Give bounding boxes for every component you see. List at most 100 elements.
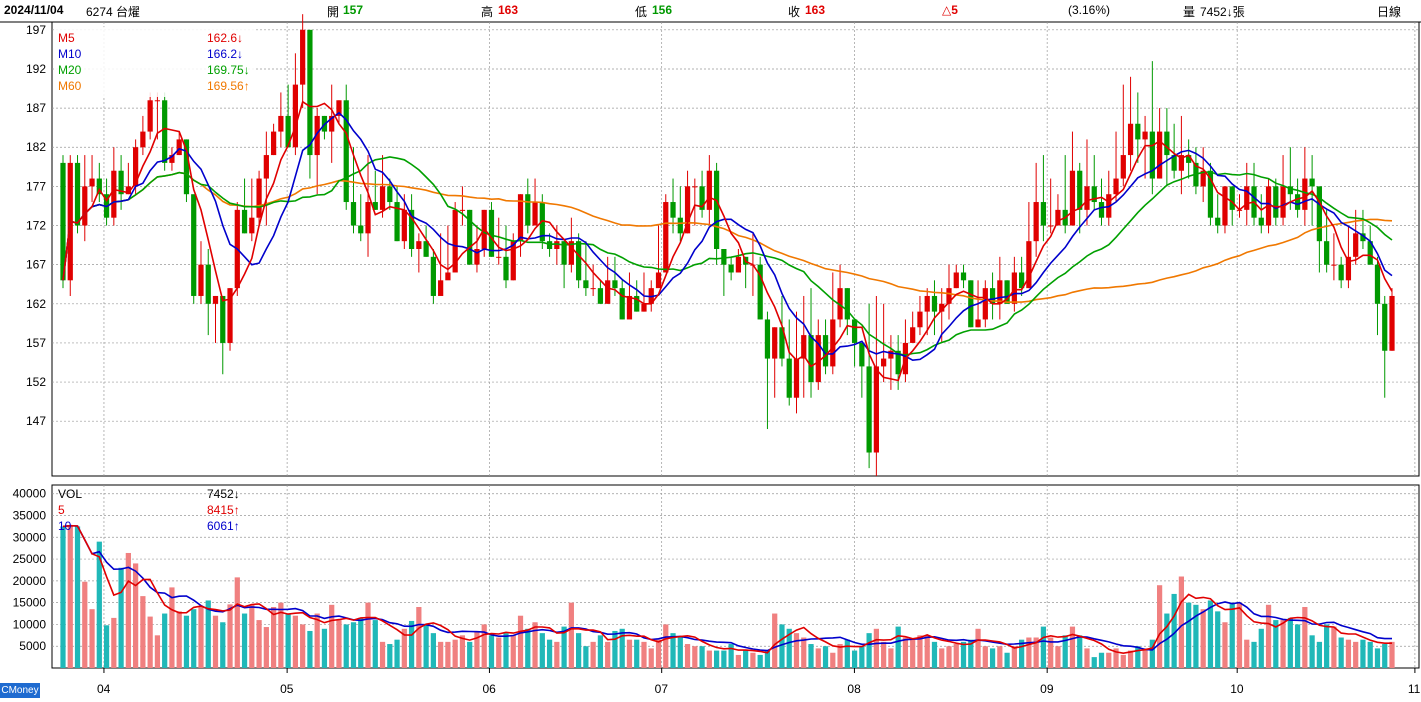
volume-bar xyxy=(1055,646,1061,668)
candle-body xyxy=(772,327,778,359)
candle-body xyxy=(968,280,974,328)
volume-bar xyxy=(496,637,502,668)
candle-body xyxy=(256,178,262,218)
volume-bar xyxy=(626,639,633,668)
candle-body xyxy=(670,202,676,218)
volume-bar xyxy=(1178,576,1185,668)
price-tick-label: 157 xyxy=(26,336,46,350)
volume-bar xyxy=(459,635,466,668)
volume-bar xyxy=(931,641,938,668)
volume-bar xyxy=(851,650,858,668)
candle-body xyxy=(641,303,647,312)
volume-bar xyxy=(1135,646,1141,668)
candle-body xyxy=(851,319,858,343)
volume-bar xyxy=(648,648,654,668)
volume-bar xyxy=(568,602,574,668)
candle-body xyxy=(314,115,320,156)
price-legend-value: 169.75↓ xyxy=(207,63,250,77)
close-value: 163 xyxy=(805,3,826,17)
price-legend-value: 162.6↓ xyxy=(207,31,243,45)
candle-body xyxy=(227,288,233,343)
candle-body xyxy=(1120,155,1126,179)
price-legend-name: M10 xyxy=(58,47,82,61)
volume-bar xyxy=(1062,635,1068,668)
volume-bar xyxy=(183,615,190,668)
candle-body xyxy=(764,319,771,359)
volume-bar xyxy=(1084,648,1090,668)
volume-bar xyxy=(1106,652,1112,668)
candle-body xyxy=(677,217,683,234)
change-percent: (3.16%) xyxy=(1068,3,1111,17)
candle-body xyxy=(292,84,299,148)
candle-body xyxy=(960,272,967,281)
volume-bar xyxy=(743,650,749,668)
volume-bar xyxy=(176,611,182,668)
candle-body xyxy=(859,342,865,367)
candle-body xyxy=(1127,123,1134,156)
candle-body xyxy=(220,295,226,343)
volume-bar xyxy=(1098,652,1105,668)
volume-bar xyxy=(1222,622,1228,668)
volume-bar xyxy=(89,609,95,668)
candle-body xyxy=(1171,155,1177,171)
volume-bar xyxy=(808,644,814,668)
candle-body xyxy=(612,280,618,289)
volume-bar xyxy=(684,644,691,668)
price-tick-label: 172 xyxy=(26,219,46,233)
volume-bar xyxy=(249,604,255,668)
volume-bar xyxy=(423,624,429,668)
volume-bar xyxy=(815,648,821,668)
volume-bar xyxy=(576,633,582,668)
volume-bar xyxy=(1302,607,1308,668)
candle-body xyxy=(169,155,175,163)
price-panel-frame xyxy=(51,21,1420,477)
candle-body xyxy=(1302,178,1308,210)
candle-body xyxy=(263,155,269,179)
volume-bar xyxy=(401,628,407,668)
candle-body xyxy=(278,115,284,132)
volume-bar xyxy=(74,526,81,668)
candle-body xyxy=(924,295,930,312)
price-tick-label: 177 xyxy=(26,179,46,193)
volume-bar xyxy=(1331,626,1337,668)
volume-bar xyxy=(757,654,763,668)
volume-bar xyxy=(997,646,1003,668)
volume-bar xyxy=(1048,637,1054,668)
volume-bar xyxy=(583,646,589,668)
volume-bar xyxy=(895,626,901,668)
volume-bar xyxy=(779,624,785,668)
volume-bar xyxy=(801,637,807,668)
volume-bar xyxy=(1244,639,1250,668)
volume-bar xyxy=(917,635,923,668)
volume-bar xyxy=(1149,639,1155,668)
candle-body xyxy=(416,241,422,249)
volume-bar xyxy=(532,622,538,668)
volume-bar xyxy=(830,652,836,668)
volume-bar xyxy=(510,635,516,668)
candle-body xyxy=(1098,202,1105,218)
volume-bar xyxy=(379,641,386,668)
candle-body xyxy=(394,202,400,242)
volume-bar xyxy=(1011,646,1017,668)
volume-tick-label: 5000 xyxy=(19,639,46,653)
volume-bar xyxy=(1280,620,1286,668)
candle-body xyxy=(663,202,669,273)
price-legend-value: 166.2↓ xyxy=(207,47,243,61)
volume-bar xyxy=(554,641,560,668)
month-label: 06 xyxy=(482,682,496,696)
volume-bar xyxy=(82,581,88,668)
volume-bar xyxy=(1389,641,1395,668)
candle-body xyxy=(249,217,255,234)
candle-body xyxy=(1273,186,1279,218)
candle-body xyxy=(576,241,582,281)
candle-body xyxy=(735,256,742,273)
candle-body xyxy=(706,170,712,210)
price-legend-name: M60 xyxy=(58,79,82,93)
candle-body xyxy=(372,202,378,210)
candle-body xyxy=(1294,194,1301,210)
volume-bar xyxy=(1294,624,1301,668)
period-label[interactable]: 日線 xyxy=(1377,5,1402,19)
volume-bar xyxy=(786,628,792,668)
candle-body xyxy=(474,249,480,265)
